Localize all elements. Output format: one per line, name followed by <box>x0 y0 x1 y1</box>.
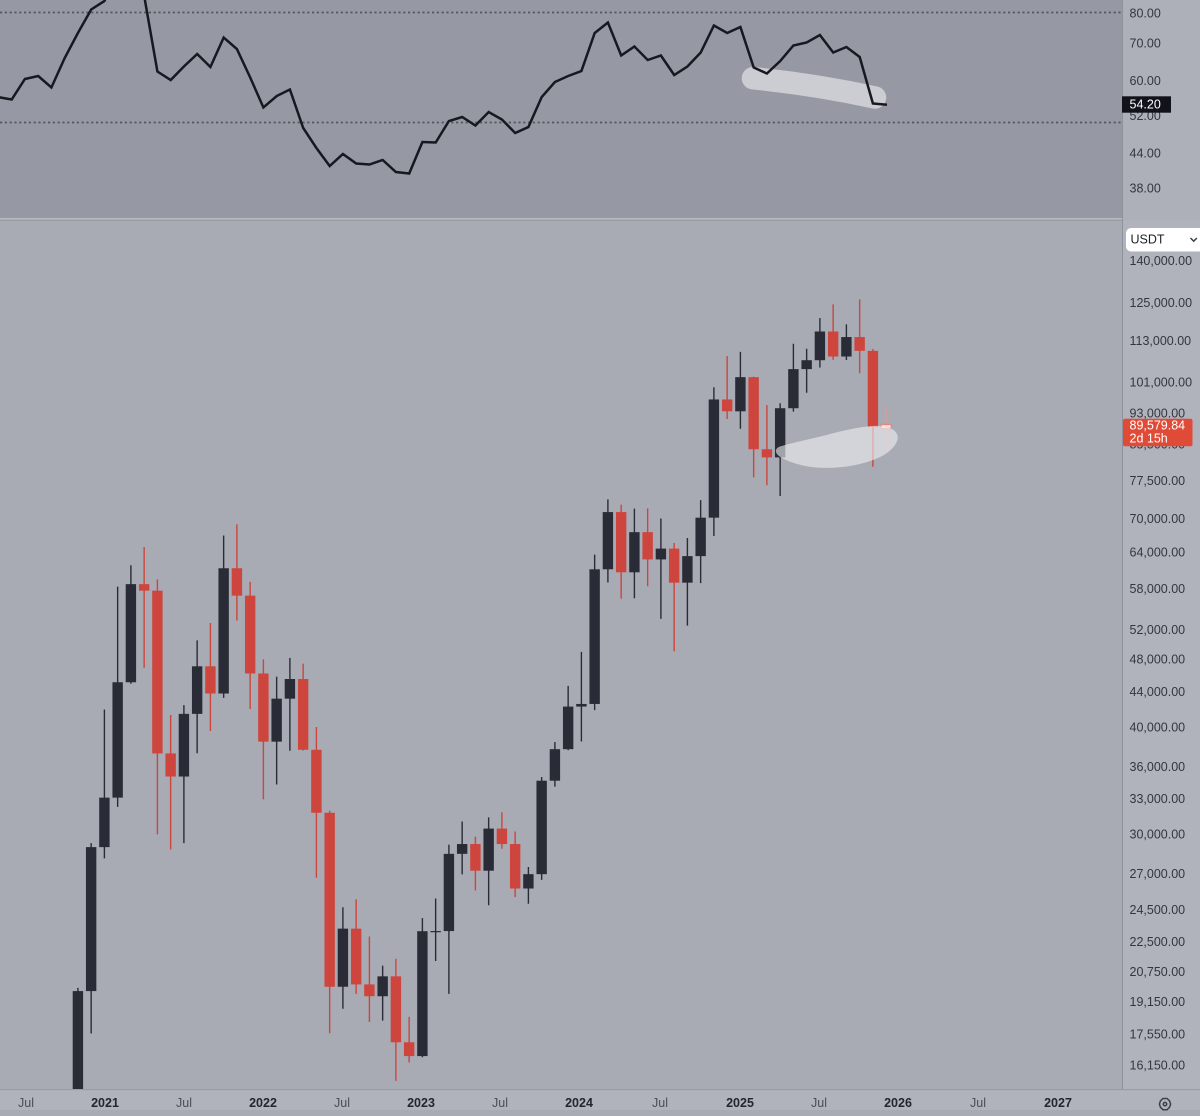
svg-text:22,500.00: 22,500.00 <box>1130 935 1186 949</box>
svg-text:2027: 2027 <box>1044 1096 1072 1110</box>
svg-text:2021: 2021 <box>91 1096 119 1110</box>
svg-text:36,000.00: 36,000.00 <box>1130 760 1186 774</box>
svg-text:Jul: Jul <box>176 1096 192 1110</box>
svg-text:44,000.00: 44,000.00 <box>1130 685 1186 699</box>
svg-text:93,000.00: 93,000.00 <box>1130 406 1186 420</box>
svg-text:2026: 2026 <box>884 1096 912 1110</box>
svg-text:Jul: Jul <box>652 1096 668 1110</box>
svg-text:2022: 2022 <box>249 1096 277 1110</box>
svg-text:30,000.00: 30,000.00 <box>1130 828 1186 842</box>
svg-text:Jul: Jul <box>970 1096 986 1110</box>
svg-text:125,000.00: 125,000.00 <box>1130 296 1193 310</box>
svg-text:77,500.00: 77,500.00 <box>1130 474 1186 488</box>
svg-text:70.00: 70.00 <box>1130 37 1161 51</box>
svg-text:38.00: 38.00 <box>1130 181 1161 195</box>
svg-text:2d 15h: 2d 15h <box>1130 432 1168 446</box>
svg-text:Jul: Jul <box>334 1096 350 1110</box>
svg-text:19,150.00: 19,150.00 <box>1130 995 1186 1009</box>
svg-text:2023: 2023 <box>407 1096 435 1110</box>
svg-text:48,000.00: 48,000.00 <box>1130 653 1186 667</box>
svg-text:16,150.00: 16,150.00 <box>1130 1058 1186 1072</box>
svg-text:2024: 2024 <box>565 1096 593 1110</box>
svg-text:54.20: 54.20 <box>1130 97 1161 111</box>
svg-text:2025: 2025 <box>726 1096 754 1110</box>
svg-text:64,000.00: 64,000.00 <box>1130 545 1186 559</box>
svg-text:101,000.00: 101,000.00 <box>1130 376 1193 390</box>
svg-text:20,750.00: 20,750.00 <box>1130 965 1186 979</box>
svg-text:40,000.00: 40,000.00 <box>1130 721 1186 735</box>
svg-text:52,000.00: 52,000.00 <box>1130 623 1186 637</box>
svg-text:USDT: USDT <box>1131 233 1165 247</box>
svg-text:113,000.00: 113,000.00 <box>1130 334 1192 348</box>
svg-text:70,000.00: 70,000.00 <box>1130 512 1186 526</box>
svg-text:24,500.00: 24,500.00 <box>1130 903 1186 917</box>
svg-text:58,000.00: 58,000.00 <box>1130 582 1186 596</box>
svg-text:17,550.00: 17,550.00 <box>1130 1027 1186 1041</box>
svg-text:Jul: Jul <box>811 1096 827 1110</box>
svg-text:89,579.84: 89,579.84 <box>1130 419 1186 433</box>
svg-text:Jul: Jul <box>492 1096 508 1110</box>
svg-text:80.00: 80.00 <box>1130 6 1161 20</box>
svg-text:33,000.00: 33,000.00 <box>1130 792 1186 806</box>
svg-text:44.00: 44.00 <box>1130 146 1161 160</box>
svg-text:Jul: Jul <box>18 1096 34 1110</box>
svg-text:27,000.00: 27,000.00 <box>1130 867 1186 881</box>
svg-text:60.00: 60.00 <box>1130 74 1161 88</box>
svg-text:140,000.00: 140,000.00 <box>1130 254 1193 268</box>
